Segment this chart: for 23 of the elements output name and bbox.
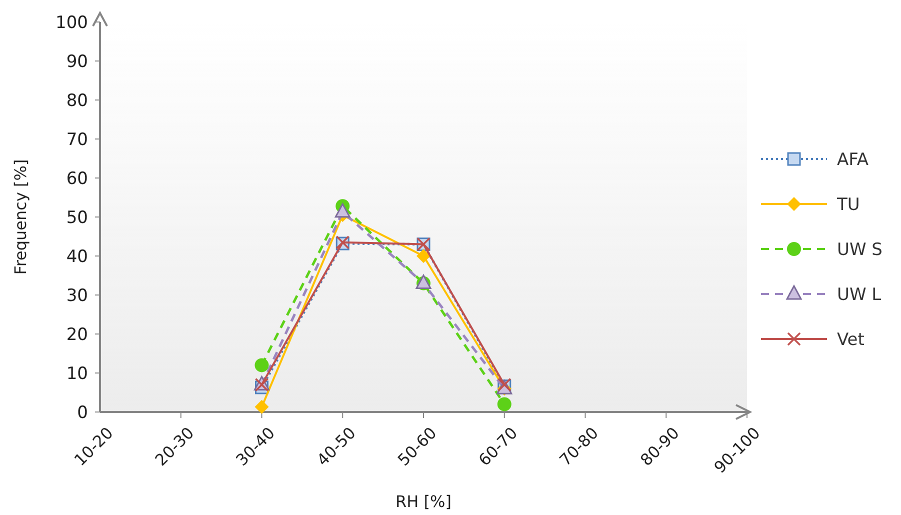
y-axis-title: Frequency [%]	[11, 159, 30, 275]
legend-label: AFA	[837, 150, 869, 170]
y-tick-label: 70	[66, 130, 88, 150]
y-tick-label: 90	[66, 52, 88, 72]
point	[334, 203, 350, 218]
y-tick-label: 60	[66, 168, 88, 189]
point	[497, 397, 512, 412]
legend-label: UW L	[837, 284, 882, 305]
y-tick-label: 40	[66, 246, 88, 267]
point	[416, 249, 430, 263]
y-tick-label: 50	[66, 208, 88, 228]
y-tick-label: 80	[66, 90, 88, 111]
legend-label: TU	[836, 194, 860, 215]
y-tick-label: 20	[66, 324, 88, 345]
y-tick-label: 10	[66, 364, 88, 384]
legend-label: Vet	[837, 330, 865, 350]
point	[254, 358, 269, 372]
y-tick-label: 30	[66, 286, 88, 306]
x-axis-title: RH [%]	[396, 492, 452, 511]
y-tick-label: 100	[56, 12, 88, 33]
y-tick-label: 0	[77, 402, 88, 423]
point	[254, 400, 269, 414]
legend-label: UW S	[837, 240, 882, 260]
